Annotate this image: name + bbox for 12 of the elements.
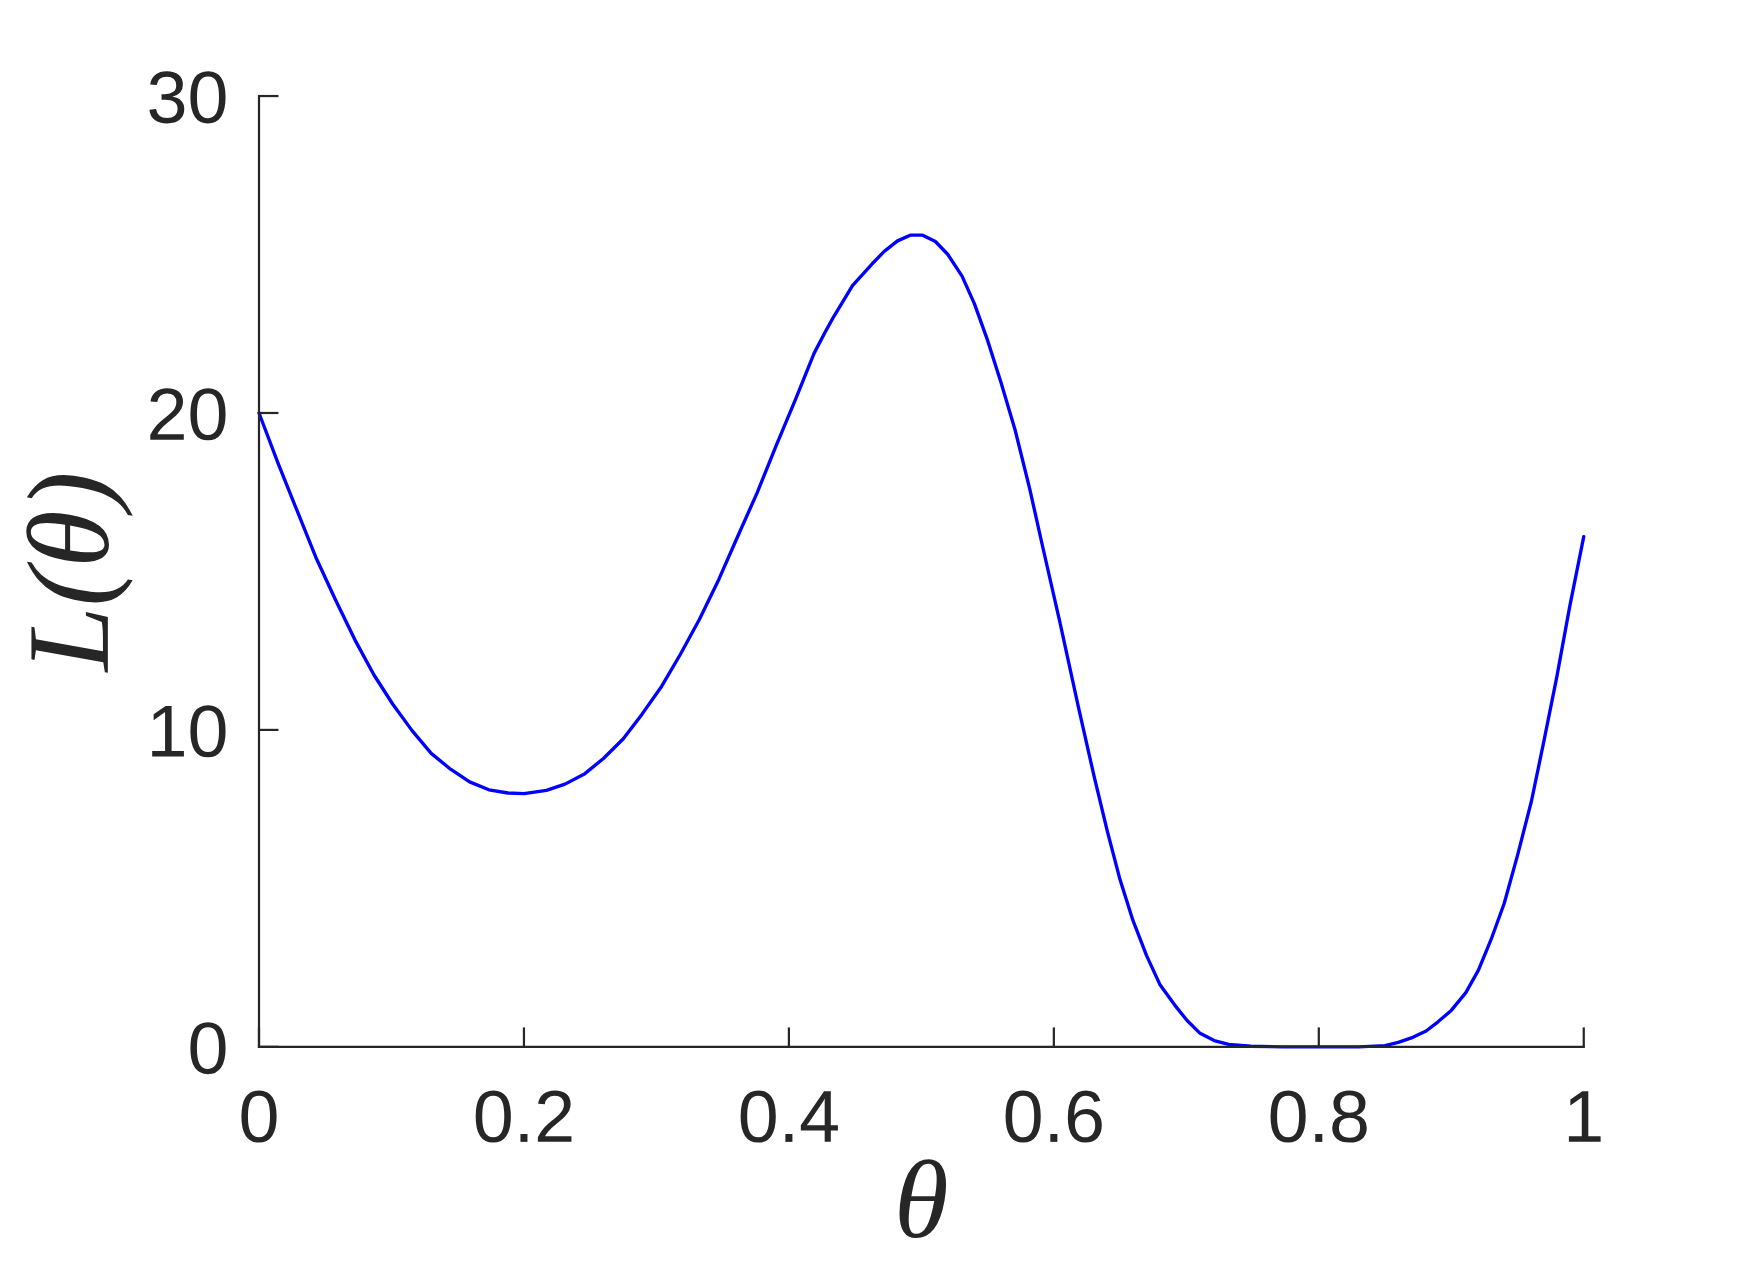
x-tick-label: 0.2: [475, 1090, 572, 1143]
x-tick-label: 0: [241, 1090, 277, 1143]
y-axis-title: L(θ): [26, 475, 133, 673]
y-tick-label: 30: [149, 71, 226, 124]
x-tick-label: 0.6: [1005, 1090, 1102, 1143]
y-tick-label: 20: [150, 388, 226, 441]
x-tick-label: 1: [1568, 1091, 1601, 1142]
y-tick-label: 0: [190, 1022, 226, 1075]
x-tick-label: 0.8: [1270, 1090, 1367, 1143]
x-axis-title: θ: [899, 1159, 947, 1239]
y-tick-label: 10: [152, 705, 226, 758]
x-tick-label: 0.4: [740, 1090, 838, 1143]
